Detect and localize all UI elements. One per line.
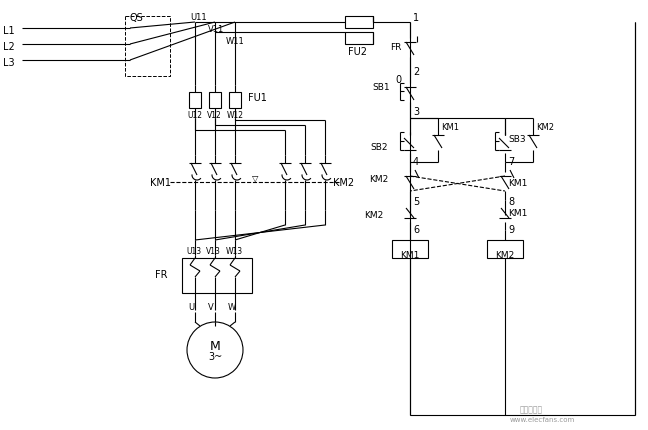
Text: V13: V13 <box>206 248 221 257</box>
Text: 3~: 3~ <box>208 352 222 362</box>
Text: SB2: SB2 <box>371 144 388 153</box>
Text: KM2: KM2 <box>495 251 515 259</box>
Text: U11: U11 <box>190 13 207 22</box>
Text: 5: 5 <box>413 197 419 207</box>
Text: SB3: SB3 <box>508 135 526 144</box>
Bar <box>189 92 201 108</box>
Text: KM2: KM2 <box>536 123 554 132</box>
Text: U: U <box>188 302 194 311</box>
Text: W13: W13 <box>226 248 243 257</box>
Text: 9: 9 <box>508 225 514 235</box>
Text: V11: V11 <box>208 25 224 34</box>
Text: 8: 8 <box>508 197 514 207</box>
Text: 1: 1 <box>413 13 419 23</box>
Text: U13: U13 <box>186 248 201 257</box>
Text: 4: 4 <box>413 157 419 167</box>
Text: 电子发烧友: 电子发烧友 <box>520 405 543 415</box>
Text: W12: W12 <box>227 111 244 120</box>
Bar <box>209 92 221 108</box>
Text: KM2: KM2 <box>364 211 383 219</box>
Text: KM1: KM1 <box>400 251 420 259</box>
Text: KM1: KM1 <box>508 209 527 218</box>
Text: V12: V12 <box>207 111 222 120</box>
Text: KM1: KM1 <box>150 178 171 188</box>
Text: L1: L1 <box>3 26 15 36</box>
Text: KM1: KM1 <box>441 123 459 132</box>
Text: V: V <box>208 302 214 311</box>
Text: KM2: KM2 <box>333 178 354 188</box>
Text: KM2: KM2 <box>369 175 388 184</box>
Text: 6: 6 <box>413 225 419 235</box>
Text: L3: L3 <box>3 58 15 68</box>
Text: KM1: KM1 <box>508 178 527 187</box>
Text: 3: 3 <box>413 107 419 117</box>
Text: 7: 7 <box>508 157 515 167</box>
Text: W: W <box>228 302 237 311</box>
Text: FR: FR <box>390 43 401 52</box>
Bar <box>487 240 523 258</box>
Text: QS: QS <box>130 13 144 23</box>
Bar <box>345 16 373 28</box>
Bar <box>229 92 241 108</box>
Text: U12: U12 <box>187 111 202 120</box>
Text: FR: FR <box>155 270 167 280</box>
Text: FU1: FU1 <box>248 93 267 103</box>
Text: ▽: ▽ <box>252 173 259 182</box>
Text: M: M <box>209 341 220 353</box>
Bar <box>392 240 428 258</box>
Bar <box>182 258 252 293</box>
Text: L2: L2 <box>3 42 15 52</box>
Text: 0: 0 <box>395 75 401 85</box>
Text: W11: W11 <box>226 37 245 46</box>
Bar <box>345 32 373 44</box>
Text: SB1: SB1 <box>373 83 390 92</box>
Text: FU2: FU2 <box>348 47 367 57</box>
Text: 2: 2 <box>413 67 419 77</box>
Text: www.elecfans.com: www.elecfans.com <box>510 417 575 423</box>
